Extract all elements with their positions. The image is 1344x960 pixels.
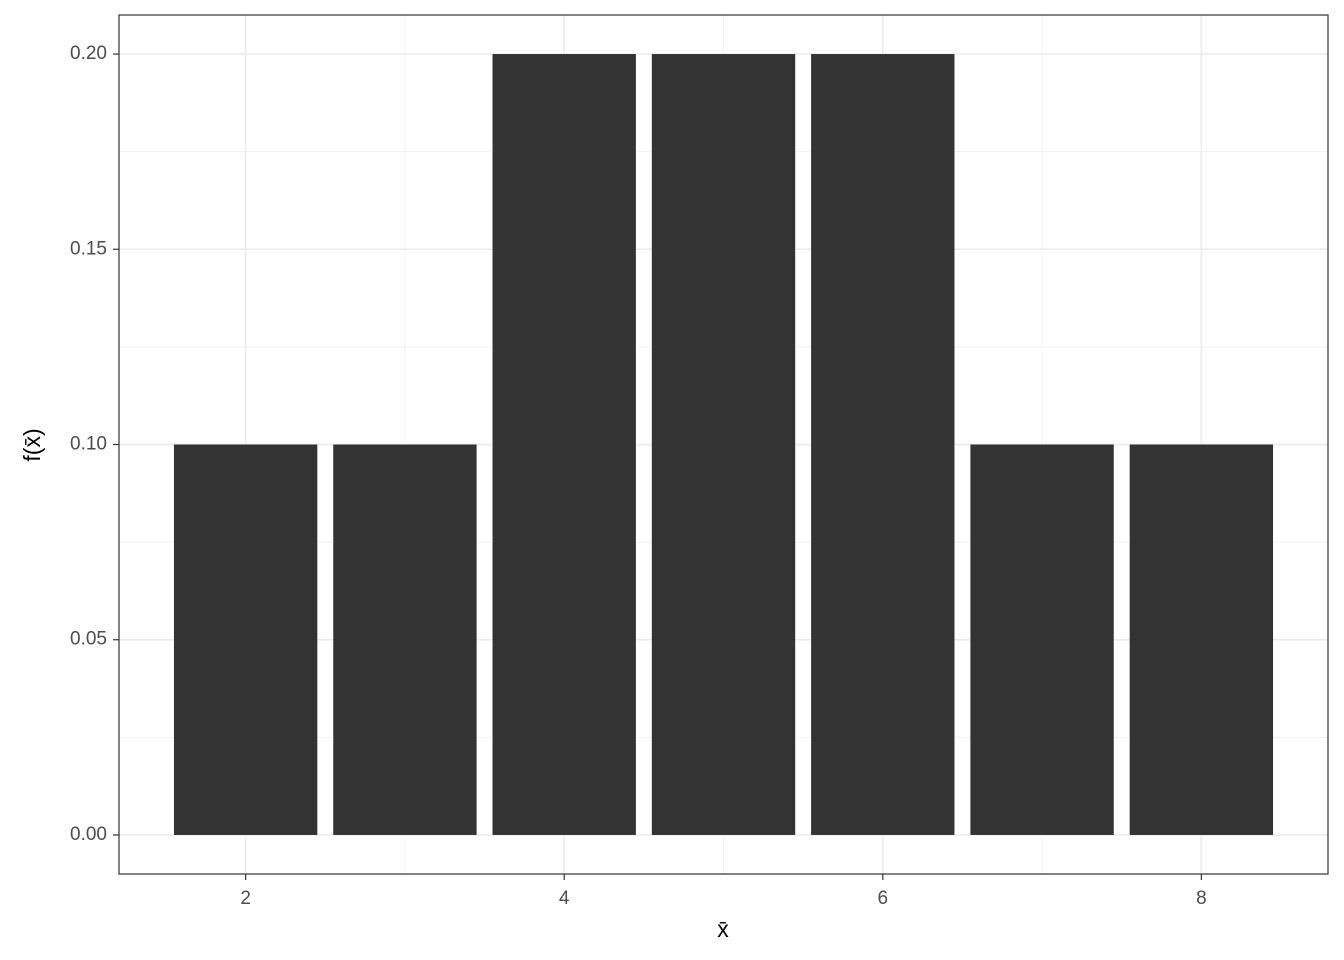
bar: [970, 444, 1114, 835]
y-tick-label: 0.15: [70, 238, 107, 259]
x-tick-label: 2: [240, 888, 251, 909]
x-tick-label: 6: [877, 888, 888, 909]
x-axis-title: x̄: [717, 916, 729, 942]
bar: [173, 444, 318, 835]
x-tick-label: 4: [559, 888, 570, 909]
bar: [651, 54, 796, 835]
bar: [811, 54, 955, 835]
y-tick-label: 0.00: [70, 824, 107, 845]
panel-border: [118, 14, 1329, 875]
y-tick-label: 0.20: [70, 43, 107, 64]
bar: [333, 444, 477, 835]
x-tick-label: 8: [1196, 888, 1207, 909]
y-tick-label: 0.05: [70, 629, 107, 650]
bar: [1129, 444, 1274, 835]
y-tick-label: 0.10: [70, 434, 107, 455]
y-axis-title: f(x̄): [19, 428, 45, 461]
bar: [492, 54, 636, 835]
